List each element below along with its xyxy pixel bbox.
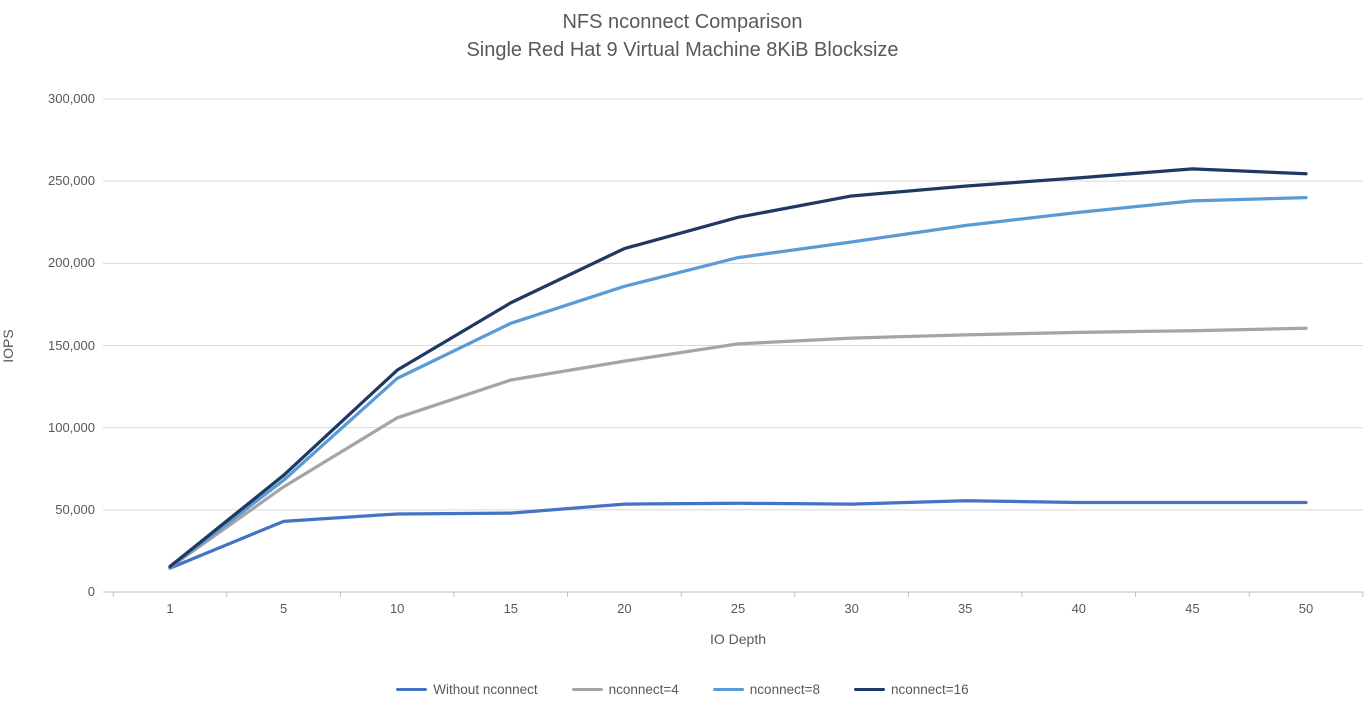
chart-title-line1: NFS nconnect Comparison — [562, 11, 803, 33]
legend-item: nconnect=4 — [571, 682, 679, 697]
y-tick-label: 300,000 — [48, 91, 95, 106]
series-line-nconnect-8 — [168, 195, 1308, 569]
y-axis-title: IOPS — [0, 329, 16, 363]
series-line-nconnect-16 — [168, 167, 1308, 569]
x-tick-label: 20 — [617, 601, 632, 616]
x-tick-label: 50 — [1298, 601, 1314, 616]
y-tick-label: 0 — [87, 584, 95, 599]
y-tick-label: 100,000 — [48, 419, 95, 435]
legend-label: nconnect=16 — [890, 682, 969, 697]
legend-item: Without nconnect — [396, 682, 538, 697]
legend-line-swatch — [853, 687, 885, 692]
series-line-without-nconnect — [168, 499, 1308, 570]
chart-title-line2: Single Red Hat 9 Virtual Machine 8KiB Bl… — [466, 39, 899, 61]
chart-legend: Without nconnect nconnect=4 nconnect=8 ncon… — [0, 682, 1365, 697]
x-tick-label: 45 — [1185, 601, 1200, 616]
legend-line-swatch — [571, 687, 603, 692]
x-tick-label: 10 — [389, 601, 405, 616]
legend-item: nconnect=8 — [712, 682, 820, 697]
x-tick-label: 35 — [957, 601, 973, 616]
x-tick-label: 25 — [730, 601, 746, 616]
x-tick-label: 15 — [503, 601, 519, 616]
x-axis-title: IO Depth — [709, 631, 767, 647]
legend-line-swatch — [712, 687, 744, 692]
series-line-nconnect-4 — [168, 326, 1308, 569]
x-tick-label: 5 — [279, 601, 288, 616]
x-tick-label: 1 — [166, 601, 174, 616]
legend-label: nconnect=4 — [608, 682, 679, 697]
y-tick-label: 200,000 — [48, 255, 95, 271]
x-tick-label: 30 — [844, 601, 859, 616]
legend-label: Without nconnect — [433, 682, 538, 697]
y-tick-label: 150,000 — [48, 337, 95, 353]
legend-item: nconnect=16 — [853, 682, 969, 697]
legend-line-swatch — [396, 687, 428, 692]
chart-title: NFS nconnect Comparison Single Red Hat 9… — [0, 8, 1365, 64]
y-tick-label: 50,000 — [55, 501, 95, 517]
x-tick-label: 40 — [1071, 601, 1087, 616]
legend-label: nconnect=8 — [749, 682, 820, 697]
y-tick-label: 250,000 — [48, 173, 95, 189]
